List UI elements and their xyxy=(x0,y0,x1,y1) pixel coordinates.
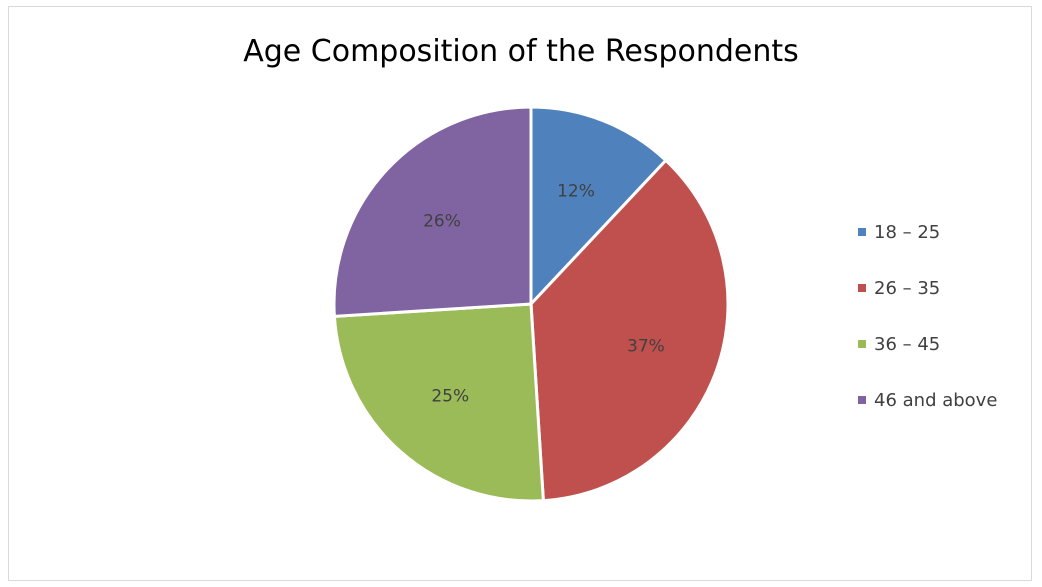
pie-slice-4 xyxy=(332,105,533,318)
legend-label-4: 46 and above xyxy=(874,389,998,411)
legend-item-1: 18 – 25 xyxy=(858,218,997,246)
data-label-4: 26% xyxy=(423,211,461,231)
legend-item-2: 26 – 35 xyxy=(858,274,997,302)
data-label-1: 12% xyxy=(557,181,595,201)
pie-slice-1 xyxy=(529,105,668,306)
legend-swatch-4 xyxy=(858,396,866,404)
legend-label-3: 36 – 45 xyxy=(874,333,941,355)
chart-legend: 18 – 25 26 – 35 36 – 45 46 and above xyxy=(858,218,997,442)
legend-item-3: 36 – 45 xyxy=(858,330,997,358)
legend-swatch-1 xyxy=(858,228,866,236)
legend-label-2: 26 – 35 xyxy=(874,277,941,299)
data-label-3: 25% xyxy=(431,387,469,407)
pie-data-labels: 12% 37% 25% 26% xyxy=(423,181,665,406)
legend-label-1: 18 – 25 xyxy=(874,221,941,243)
legend-swatch-3 xyxy=(858,340,866,348)
legend-item-4: 46 and above xyxy=(858,386,997,414)
chart-title: Age Composition of the Respondents xyxy=(243,34,799,69)
pie-slices xyxy=(332,105,730,503)
pie-slice-2 xyxy=(529,158,730,503)
pie-slice-3 xyxy=(332,302,545,503)
data-label-2: 37% xyxy=(627,336,665,356)
legend-swatch-2 xyxy=(858,284,866,292)
